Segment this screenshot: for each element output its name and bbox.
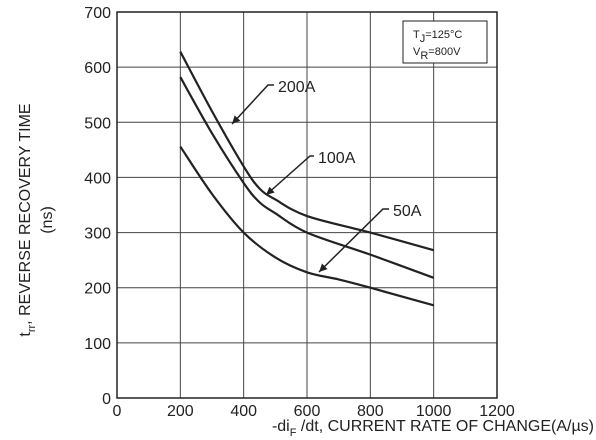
arrow-icon [319,263,328,272]
y-tick-label: 600 [84,60,111,77]
conditions-box: TJ=125°C VR=800V [402,20,488,64]
arrow-icon [266,186,275,195]
x-tick-label: 1000 [416,403,452,420]
y-axis-title: trr, REVERSE RECOVERY TIME [17,103,38,336]
x-tick-label: 800 [357,403,384,420]
y-tick-label: 500 [84,115,111,132]
tick-labels: 0 200 400 600 800 1000 1200 0 100 200 300 400 500 600… [84,5,515,420]
y-tick-label: 400 [84,170,111,187]
x-axis-title: -diF /dt, CURRENT RATE OF CHANGE(A/µs) [272,418,594,439]
callout-leader-200a [231,84,274,125]
series-label-50a: 50A [393,203,422,220]
series-callouts: 200A 100A 50A [231,79,422,273]
series-label-100a: 100A [318,150,356,167]
conditions-frame [402,20,488,64]
y-tick-label: 200 [84,281,111,298]
x-tick-label: 600 [294,403,321,420]
y-tick-label: 300 [84,226,111,243]
vr-condition: VR=800V [413,46,461,62]
y-tick-label: 700 [84,5,111,22]
series-line-200a [179,51,434,252]
y-tick-label: 100 [84,336,111,353]
grid [117,12,497,398]
series-label-200a: 200A [278,79,316,96]
x-tick-label: 400 [230,403,257,420]
series-lines [179,51,435,307]
x-tick-label: 0 [113,403,122,420]
y-tick-label: 0 [102,391,111,408]
x-tick-label: 200 [167,403,194,420]
series-line-100a [179,76,435,279]
x-tick-label: 1200 [479,403,515,420]
callout-leader-50a [318,208,389,273]
callout-leader-100a [265,155,314,196]
plot-frame [116,11,498,399]
arrow-icon [232,115,241,124]
tj-condition: TJ=125°C [413,29,462,45]
series-line-50a [179,145,434,307]
y-axis-unit: (ns) [39,206,56,234]
